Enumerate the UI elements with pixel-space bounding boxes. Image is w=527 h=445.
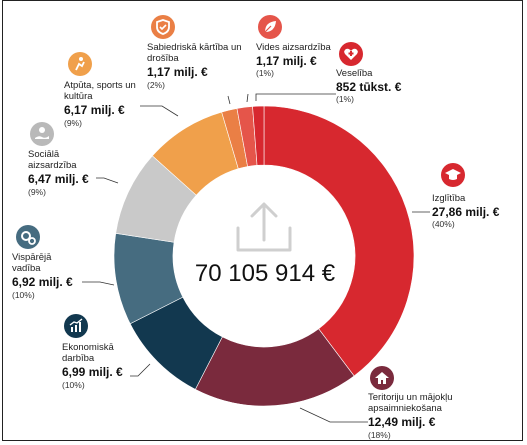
leader-line-7 (246, 93, 249, 103)
leader-line-1 (299, 407, 368, 423)
category-name: Atpūta, sports un kultūra (64, 80, 136, 103)
category-percent: (10%) (12, 289, 35, 300)
category-percent: (40%) (432, 219, 455, 230)
shield-icon (151, 15, 175, 39)
health-heart-icon (339, 42, 363, 66)
label-veseliba: Veselība 852 tūkst. € (1%) (336, 68, 426, 104)
category-value: 6,99 milj. € (62, 365, 123, 380)
label-visparejaj: Vispārējā vadība 6,92 milj. € (10%) (12, 252, 78, 300)
share-icon (236, 202, 292, 252)
category-value: 1,17 milj. € (147, 65, 208, 80)
graduation-cap-icon (441, 163, 465, 187)
donut-slice-8 (252, 105, 265, 166)
category-name: Vispārējā vadība (12, 252, 52, 275)
category-percent: (9%) (28, 186, 46, 197)
category-name: Izglītība (432, 193, 466, 204)
category-name: Sociālā aizsardzība (28, 149, 77, 172)
category-name: Sabiedriskā kārtība un drošība (147, 42, 242, 65)
category-value: 852 tūkst. € (336, 80, 402, 95)
label-sociala: Sociālā aizsardzība 6,47 milj. € (9%) (28, 149, 98, 197)
category-percent: (10%) (62, 379, 85, 390)
category-value: 27,86 milj. € (432, 205, 500, 220)
total-amount: 70 105 914 € (194, 260, 336, 287)
category-name: Veselība (336, 68, 373, 79)
leader-line-6 (227, 95, 231, 105)
category-name: Ekonomiskā darbība (62, 342, 114, 365)
category-percent: (9%) (64, 117, 82, 128)
category-name: Vides aizsardzība (256, 42, 331, 53)
category-percent: (18%) (368, 429, 391, 440)
leaf-icon (258, 15, 282, 39)
donut-slice-0 (263, 105, 415, 377)
label-vides: Vides aizsardzība 1,17 milj. € (1%) (256, 42, 346, 78)
category-value: 1,17 milj. € (256, 54, 317, 69)
leader-line-8 (255, 93, 336, 101)
category-percent: (1%) (336, 94, 354, 105)
category-value: 12,49 milj. € (368, 415, 436, 430)
leader-line-2 (130, 363, 151, 377)
category-value: 6,92 milj. € (12, 275, 73, 290)
gears-icon (16, 225, 40, 249)
label-teritoriju: Teritoriju un mājokļu apsaimniekošana 12… (368, 392, 478, 440)
house-icon (370, 366, 394, 390)
label-ekonomiska: Ekonomiskā darbība 6,99 milj. € (10%) (62, 342, 128, 390)
label-sabiedriska: Sabiedriskā kārtība un drošība 1,17 milj… (147, 42, 251, 90)
category-value: 6,47 milj. € (28, 172, 89, 187)
leader-line-4 (96, 177, 119, 184)
category-name: Teritoriju un mājokļu apsaimniekošana (368, 392, 453, 415)
category-percent: (2%) (147, 79, 165, 90)
category-percent: (1%) (256, 68, 274, 79)
category-value: 6,17 milj. € (64, 103, 125, 118)
leader-line-3 (82, 281, 115, 286)
label-atputa: Atpūta, sports un kultūra 6,17 milj. € (… (64, 80, 142, 128)
leisure-icon (68, 52, 92, 76)
label-izglitiba: Izglītība 27,86 milj. € (40%) (432, 193, 499, 229)
image-frame (2, 0, 523, 441)
care-hand-icon (30, 122, 54, 146)
growth-chart-icon (64, 314, 88, 338)
leader-line-5 (140, 105, 179, 117)
